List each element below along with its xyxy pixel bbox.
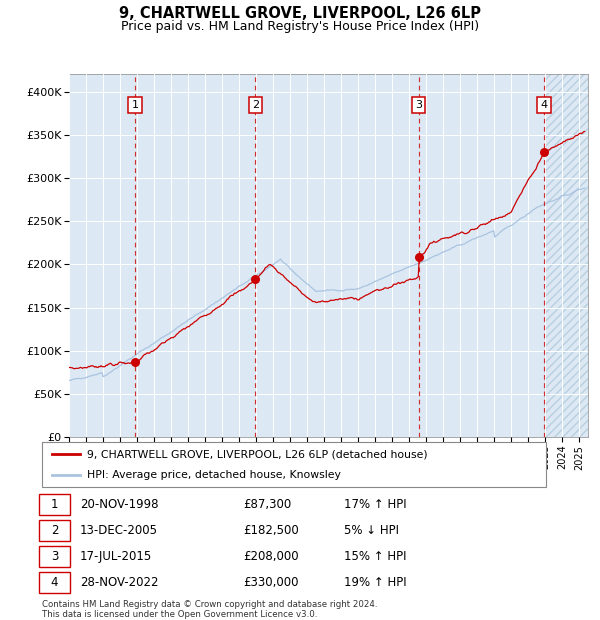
Text: 17-JUL-2015: 17-JUL-2015: [80, 550, 152, 562]
Text: 28-NOV-2022: 28-NOV-2022: [80, 576, 158, 588]
FancyBboxPatch shape: [40, 546, 70, 567]
Text: 15% ↑ HPI: 15% ↑ HPI: [344, 550, 407, 562]
Text: 13-DEC-2005: 13-DEC-2005: [80, 524, 158, 536]
Text: £330,000: £330,000: [244, 576, 299, 588]
Text: 20-NOV-1998: 20-NOV-1998: [80, 498, 158, 510]
Bar: [544, 74, 588, 437]
FancyBboxPatch shape: [40, 520, 70, 541]
Text: 2: 2: [252, 100, 259, 110]
Text: 3: 3: [415, 100, 422, 110]
Text: 9, CHARTWELL GROVE, LIVERPOOL, L26 6LP (detached house): 9, CHARTWELL GROVE, LIVERPOOL, L26 6LP (…: [88, 449, 428, 459]
Text: £182,500: £182,500: [244, 524, 299, 536]
Text: Contains HM Land Registry data © Crown copyright and database right 2024.
This d: Contains HM Land Registry data © Crown c…: [42, 600, 377, 619]
Text: 4: 4: [541, 100, 547, 110]
Text: 19% ↑ HPI: 19% ↑ HPI: [344, 576, 407, 588]
Text: 4: 4: [51, 576, 58, 588]
Text: £87,300: £87,300: [244, 498, 292, 510]
Text: 3: 3: [51, 550, 58, 562]
FancyBboxPatch shape: [40, 572, 70, 593]
Text: Price paid vs. HM Land Registry's House Price Index (HPI): Price paid vs. HM Land Registry's House …: [121, 20, 479, 33]
Text: 1: 1: [51, 498, 58, 510]
Text: £208,000: £208,000: [244, 550, 299, 562]
Text: 5% ↓ HPI: 5% ↓ HPI: [344, 524, 400, 536]
Text: 1: 1: [131, 100, 139, 110]
Text: HPI: Average price, detached house, Knowsley: HPI: Average price, detached house, Know…: [88, 469, 341, 480]
Text: 2: 2: [51, 524, 58, 536]
Text: 9, CHARTWELL GROVE, LIVERPOOL, L26 6LP: 9, CHARTWELL GROVE, LIVERPOOL, L26 6LP: [119, 6, 481, 21]
FancyBboxPatch shape: [40, 494, 70, 515]
Text: 17% ↑ HPI: 17% ↑ HPI: [344, 498, 407, 510]
FancyBboxPatch shape: [42, 442, 546, 487]
Bar: [544, 74, 588, 437]
